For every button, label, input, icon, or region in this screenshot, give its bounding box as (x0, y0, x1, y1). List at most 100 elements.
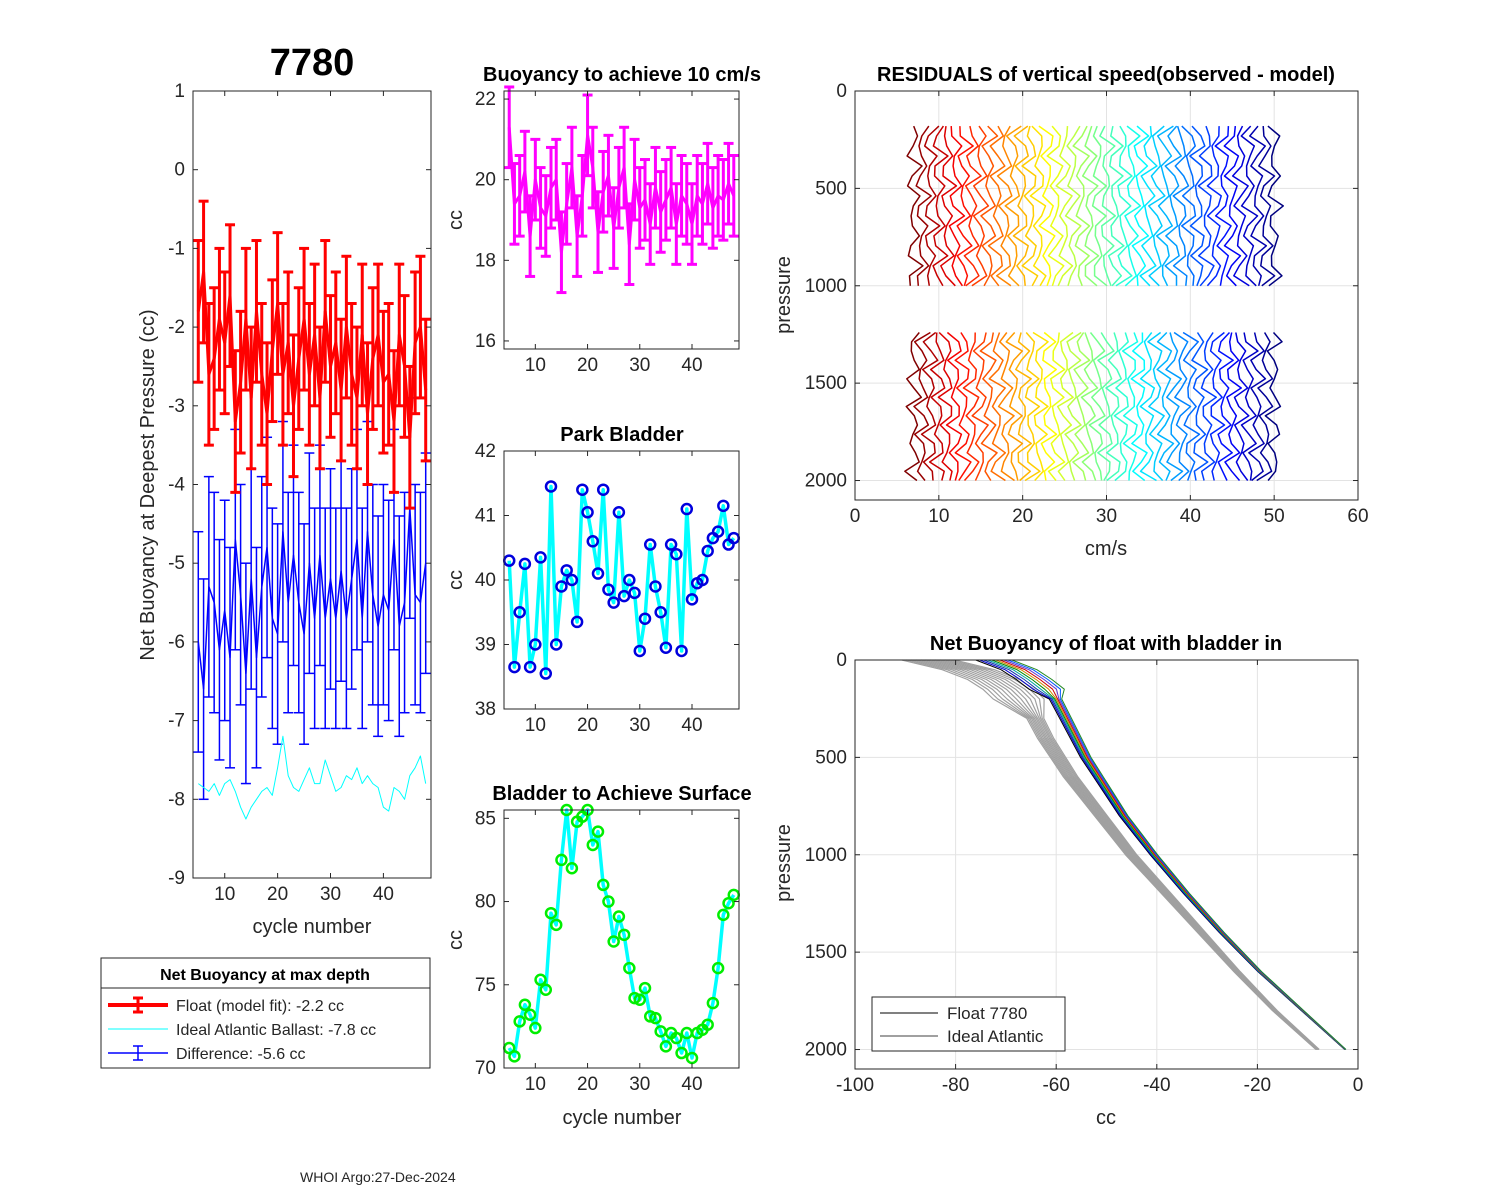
p5-profile-20-lower (1072, 332, 1091, 481)
p4-xtick-label-3: 40 (681, 1074, 702, 1095)
p5-profile-7-upper (963, 125, 982, 287)
panel1-ylabel: Net Buoyancy at Deepest Pressure (cc) (137, 309, 159, 660)
p4-marker-6 (534, 973, 547, 987)
residuals-panel: RESIDUALS of vertical speed(observed - m… (773, 64, 1369, 560)
p5-ytick-label-1: 500 (815, 178, 847, 199)
p4-marker-17 (591, 825, 605, 838)
p5-profile-3-lower (928, 332, 946, 481)
p4-marker-38 (701, 1018, 714, 1031)
p4-marker-18 (596, 878, 610, 892)
p3-marker-38 (701, 544, 714, 558)
p5-xtick-label-6: 60 (1347, 506, 1368, 527)
p2-ytick-label-3: 22 (475, 89, 496, 110)
p3-xtick-label-0: 10 (525, 715, 546, 736)
legend6-entry-float: Float 7780 (947, 1004, 1027, 1023)
p5-profile-27-lower (1130, 332, 1148, 482)
p3-marker-29 (654, 606, 667, 619)
panel5-ylabel: pressure (773, 256, 795, 334)
p5-profile-21-upper (1081, 125, 1100, 287)
p3-marker-1 (508, 660, 521, 674)
p4-marker-28 (649, 1011, 662, 1025)
p3-marker-10 (555, 580, 568, 593)
p5-profile-3-upper (932, 125, 949, 287)
p5-profile-17-lower (1047, 332, 1066, 481)
panel4-ylabel: cc (445, 930, 467, 950)
p2-ytick-label-1: 18 (475, 250, 496, 271)
p5-profile-42-upper (1258, 126, 1276, 287)
p2-ytick-label-2: 20 (475, 170, 496, 191)
p3-marker-8 (544, 480, 558, 493)
legend1-entry-difference: Difference: -5.6 cc (176, 1046, 306, 1063)
p5-profile-39-lower (1233, 332, 1250, 481)
p5-profile-12-upper (1004, 125, 1022, 287)
p4-ytick-label-3: 85 (475, 808, 496, 829)
p4-marker-10 (555, 853, 568, 867)
p5-profile-29-lower (1147, 331, 1165, 482)
p1-xtick-label-2: 30 (320, 884, 341, 905)
p5-profile-31-upper (1164, 125, 1182, 286)
p5-profile-39-upper (1231, 125, 1250, 287)
main-title: 7780 (270, 42, 355, 84)
p3-xtick-label-2: 30 (629, 715, 650, 736)
p5-profile-11-upper (995, 125, 1013, 287)
p5-profile-37-upper (1214, 126, 1232, 286)
p5-profile-18-upper (1055, 126, 1074, 287)
p4-marker-40 (711, 961, 725, 975)
panel3-ylabel: cc (445, 570, 467, 590)
p3-marker-14 (576, 483, 589, 496)
p5-profile-43-lower (1264, 331, 1283, 481)
p6-ytick-label-1: 500 (815, 747, 847, 768)
p4-marker-33 (675, 1046, 688, 1060)
p3-marker-3 (518, 557, 532, 571)
p1-xtick-label-0: 10 (214, 884, 235, 905)
p5-profile-6-upper (956, 126, 974, 287)
p5-profile-7-lower (962, 332, 980, 481)
p3-marker-16 (586, 535, 600, 548)
p4-marker-9 (549, 918, 563, 932)
p4-marker-8 (544, 906, 558, 920)
p4-marker-3 (518, 998, 532, 1011)
panel4-title: Bladder to Achieve Surface (492, 783, 751, 805)
p3-ytick-label-3: 41 (475, 506, 496, 527)
p2-plot-area (504, 91, 739, 349)
p2-xtick-label-2: 30 (629, 355, 650, 376)
p4-ytick-label-0: 70 (475, 1058, 496, 1079)
p3-marker-27 (643, 538, 657, 551)
p6-ytick-label-2: 1000 (805, 845, 847, 866)
p4-marker-4 (523, 1008, 537, 1021)
p5-xtick-label-3: 30 (1096, 506, 1117, 527)
p5-profile-30-upper (1155, 125, 1174, 287)
p3-marker-20 (607, 596, 620, 609)
p4-marker-20 (607, 935, 620, 948)
p3-marker-5 (529, 638, 542, 651)
p5-profile-26-lower (1121, 332, 1139, 481)
p4-marker-1 (508, 1050, 521, 1063)
p5-profile-15-upper (1029, 125, 1047, 287)
p3-line (507, 484, 736, 676)
p3-marker-23 (623, 573, 636, 587)
p4-marker-30 (659, 1040, 673, 1053)
p4-marker-2 (513, 1015, 526, 1028)
p6-xtick-label-2: -60 (1042, 1075, 1069, 1096)
p5-profile-33-lower (1182, 331, 1201, 481)
p3-xtick-label-1: 20 (577, 715, 598, 736)
p5-ytick-label-0: 0 (836, 81, 847, 102)
panel5-title: RESIDUALS of vertical speed(observed - m… (877, 64, 1335, 86)
p3-marker-30 (659, 641, 673, 654)
p3-marker-17 (591, 567, 605, 580)
p3-marker-35 (685, 593, 699, 606)
p5-profile-24-upper (1107, 125, 1125, 287)
p4-ytick-label-1: 75 (475, 975, 496, 996)
p5-profile-2-upper (923, 125, 941, 286)
p6-ideal-profile-11 (954, 659, 1320, 1050)
p5-profile-27-upper (1131, 125, 1150, 286)
p3-marker-18 (596, 483, 610, 496)
p4-marker-41 (717, 908, 730, 922)
p1-float-line (196, 270, 428, 439)
p1-ytick-label-3: -2 (168, 317, 185, 338)
p5-profile-32-upper (1172, 125, 1190, 286)
p5-profile-23-upper (1099, 125, 1116, 287)
p5-profile-38-lower (1224, 332, 1242, 481)
p5-profile-19-upper (1064, 125, 1082, 287)
panel5-xlabel: cm/s (1085, 538, 1127, 560)
